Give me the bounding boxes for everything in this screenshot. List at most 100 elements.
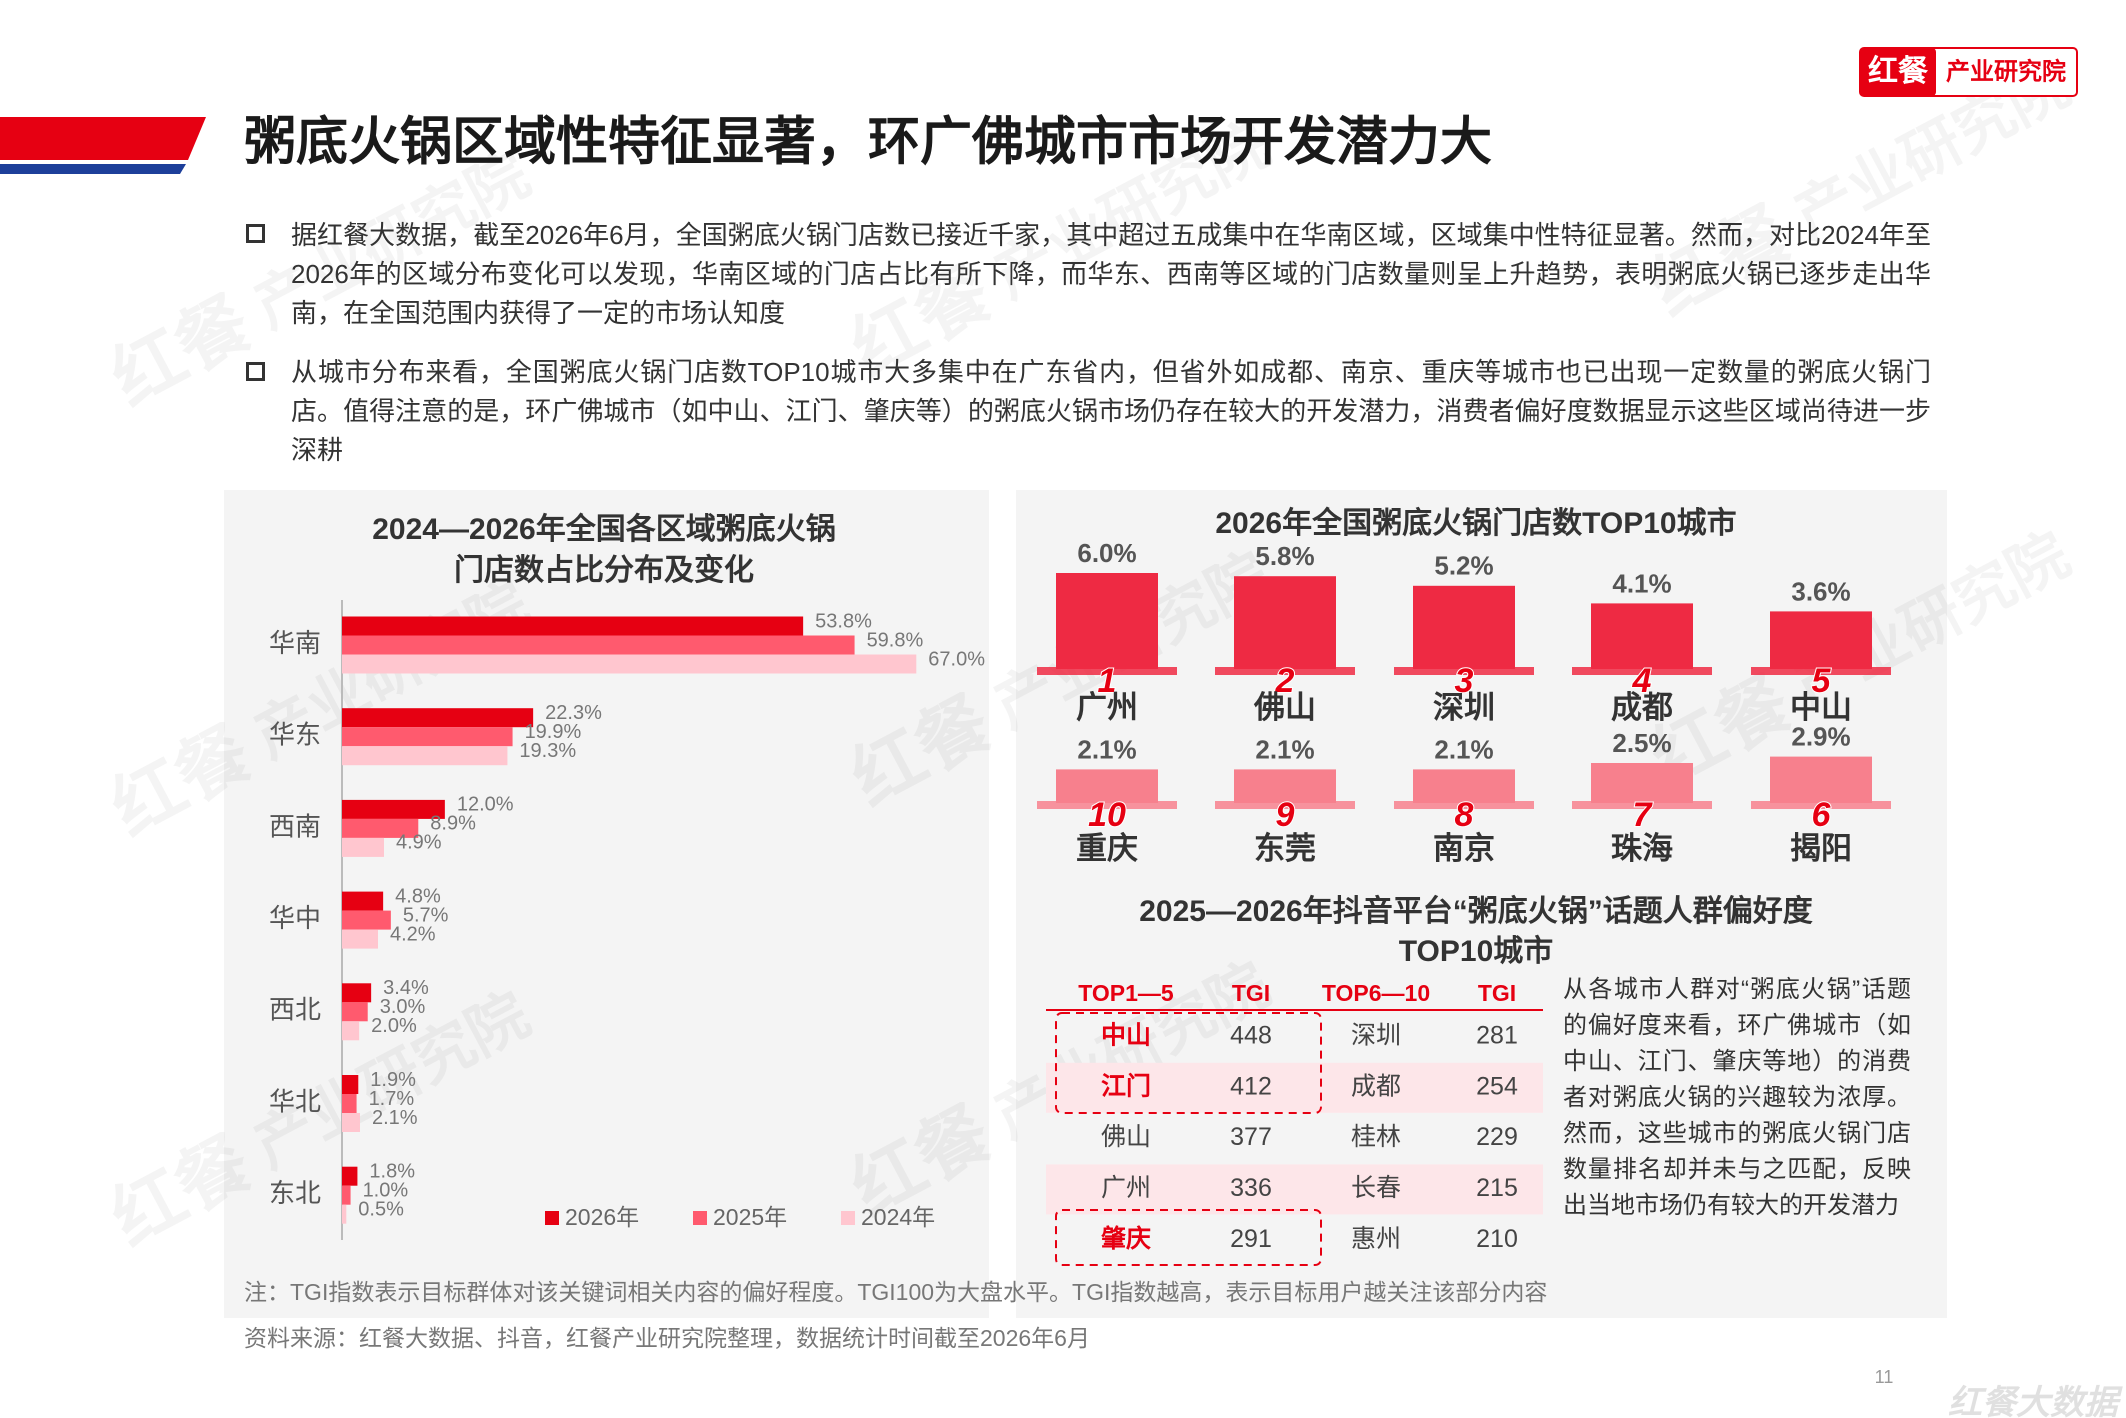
watermark-brand: 红餐 bbox=[99, 282, 265, 421]
table-note: 从各城市人群对“粥底火锅”话题的偏好度来看，环广佛城市（如中山、江门、肇庆等地）… bbox=[1563, 976, 1911, 1219]
podium-bar bbox=[1234, 576, 1336, 669]
bar bbox=[342, 1166, 358, 1186]
bullet-marker bbox=[246, 224, 265, 243]
title-band bbox=[0, 164, 186, 174]
city-label: 深圳 bbox=[1433, 690, 1495, 725]
bar bbox=[342, 708, 534, 728]
bar bbox=[342, 1021, 360, 1041]
value-label: 3.4% bbox=[383, 977, 429, 999]
row-shade bbox=[1046, 1062, 1543, 1113]
category-label: 西北 bbox=[269, 995, 321, 1025]
value-label: 5.2% bbox=[1434, 551, 1493, 581]
podium-bar bbox=[1413, 585, 1515, 669]
value-label: 2.5% bbox=[1612, 728, 1671, 758]
podium-bar bbox=[1591, 603, 1693, 669]
legend-swatch bbox=[841, 1211, 855, 1225]
bullet-marker bbox=[246, 362, 265, 381]
podium-bar bbox=[1413, 769, 1515, 803]
page-number: 11 bbox=[1875, 1367, 1894, 1387]
highlight-box bbox=[1055, 1209, 1322, 1266]
column-header: TGI bbox=[1478, 980, 1516, 1006]
value-label: 2.1% bbox=[1434, 734, 1493, 764]
value-label: 2.1% bbox=[372, 1107, 418, 1129]
logo-brand: 红餐 bbox=[1868, 55, 1929, 88]
city-label: 广州 bbox=[1076, 690, 1138, 725]
table-cell: 长春 bbox=[1351, 1174, 1401, 1202]
value-label: 4.8% bbox=[395, 885, 441, 907]
city-label: 中山 bbox=[1790, 690, 1852, 725]
table-cell: 惠州 bbox=[1351, 1225, 1401, 1253]
logo-text: 产业研究院 bbox=[1946, 57, 2066, 85]
bar bbox=[342, 799, 445, 819]
rank-label: 1 bbox=[1098, 662, 1117, 700]
legend-label: 2026年 bbox=[565, 1204, 639, 1230]
value-label: 12.0% bbox=[457, 794, 514, 816]
column-header: TGI bbox=[1232, 980, 1270, 1006]
category-label: 华东 bbox=[269, 720, 321, 750]
table-cell: 281 bbox=[1476, 1022, 1518, 1050]
table-cell: 229 bbox=[1476, 1123, 1518, 1151]
value-label: 2.9% bbox=[1791, 721, 1850, 751]
city-label: 东莞 bbox=[1254, 831, 1316, 866]
table-cell: 成都 bbox=[1351, 1072, 1401, 1100]
value-label: 19.9% bbox=[525, 721, 582, 743]
rank-label: 8 bbox=[1455, 796, 1474, 834]
highlight-box bbox=[1055, 1012, 1322, 1114]
value-label: 5.8% bbox=[1255, 541, 1314, 571]
value-label: 3.0% bbox=[380, 996, 426, 1018]
table-cell: 中山 bbox=[1101, 1022, 1151, 1050]
podium-bar bbox=[1234, 769, 1336, 803]
table-cell: 336 bbox=[1230, 1174, 1272, 1202]
value-label: 53.8% bbox=[815, 610, 872, 632]
podium-base bbox=[1751, 667, 1891, 675]
table-cell: 412 bbox=[1230, 1072, 1272, 1100]
bar bbox=[342, 635, 855, 655]
value-label: 2.1% bbox=[1255, 734, 1314, 764]
category-label: 华南 bbox=[269, 628, 321, 658]
source: 资料来源：红餐大数据、抖音，红餐产业研究院整理，数据统计时间截至2026年6月 bbox=[244, 1325, 1090, 1351]
legend-swatch bbox=[693, 1211, 707, 1225]
value-label: 4.9% bbox=[396, 832, 442, 854]
chart-title: 门店数占比分布及变化 bbox=[454, 553, 754, 587]
value-label: 2.1% bbox=[1077, 734, 1136, 764]
value-label: 22.3% bbox=[545, 702, 602, 724]
table-cell: 291 bbox=[1230, 1225, 1272, 1253]
value-label: 6.0% bbox=[1077, 538, 1136, 568]
podium-bar bbox=[1056, 769, 1158, 803]
table-cell: 江门 bbox=[1101, 1071, 1151, 1100]
bar bbox=[342, 818, 419, 838]
bar bbox=[342, 1204, 347, 1224]
column-header: TOP6—10 bbox=[1322, 980, 1430, 1006]
value-label: 4.1% bbox=[1612, 568, 1671, 598]
title-band bbox=[0, 117, 206, 160]
rank-label: 3 bbox=[1455, 662, 1474, 700]
value-label: 5.7% bbox=[403, 904, 449, 926]
podium-bar bbox=[1770, 611, 1872, 669]
logo-mark bbox=[1860, 48, 1936, 96]
bar bbox=[342, 746, 508, 766]
table-cell: 桂林 bbox=[1351, 1123, 1401, 1151]
bar bbox=[342, 616, 804, 636]
bar bbox=[342, 910, 391, 930]
legend-swatch bbox=[545, 1211, 559, 1225]
bar bbox=[342, 727, 513, 747]
value-label: 19.3% bbox=[519, 740, 576, 762]
rank-label: 6 bbox=[1812, 796, 1832, 834]
category-label: 华中 bbox=[269, 903, 321, 933]
value-label: 59.8% bbox=[867, 629, 924, 651]
city-label: 重庆 bbox=[1076, 831, 1138, 866]
rank-label: 2 bbox=[1275, 662, 1295, 700]
podium-base bbox=[1215, 801, 1355, 809]
podium-base bbox=[1394, 667, 1534, 675]
table-cell: 210 bbox=[1476, 1225, 1518, 1253]
table-cell: 448 bbox=[1230, 1022, 1272, 1050]
value-label: 67.0% bbox=[928, 648, 985, 670]
footnote: 注：TGI指数表示目标群体对该关键词相关内容的偏好程度。TGI100为大盘水平。… bbox=[244, 1279, 1547, 1305]
city-label: 南京 bbox=[1433, 831, 1495, 866]
rank-label: 7 bbox=[1633, 796, 1654, 834]
bar bbox=[342, 891, 384, 911]
chart-title: 2024—2026年全国各区域粥底火锅 bbox=[372, 512, 835, 546]
podium-bar bbox=[1056, 573, 1158, 669]
